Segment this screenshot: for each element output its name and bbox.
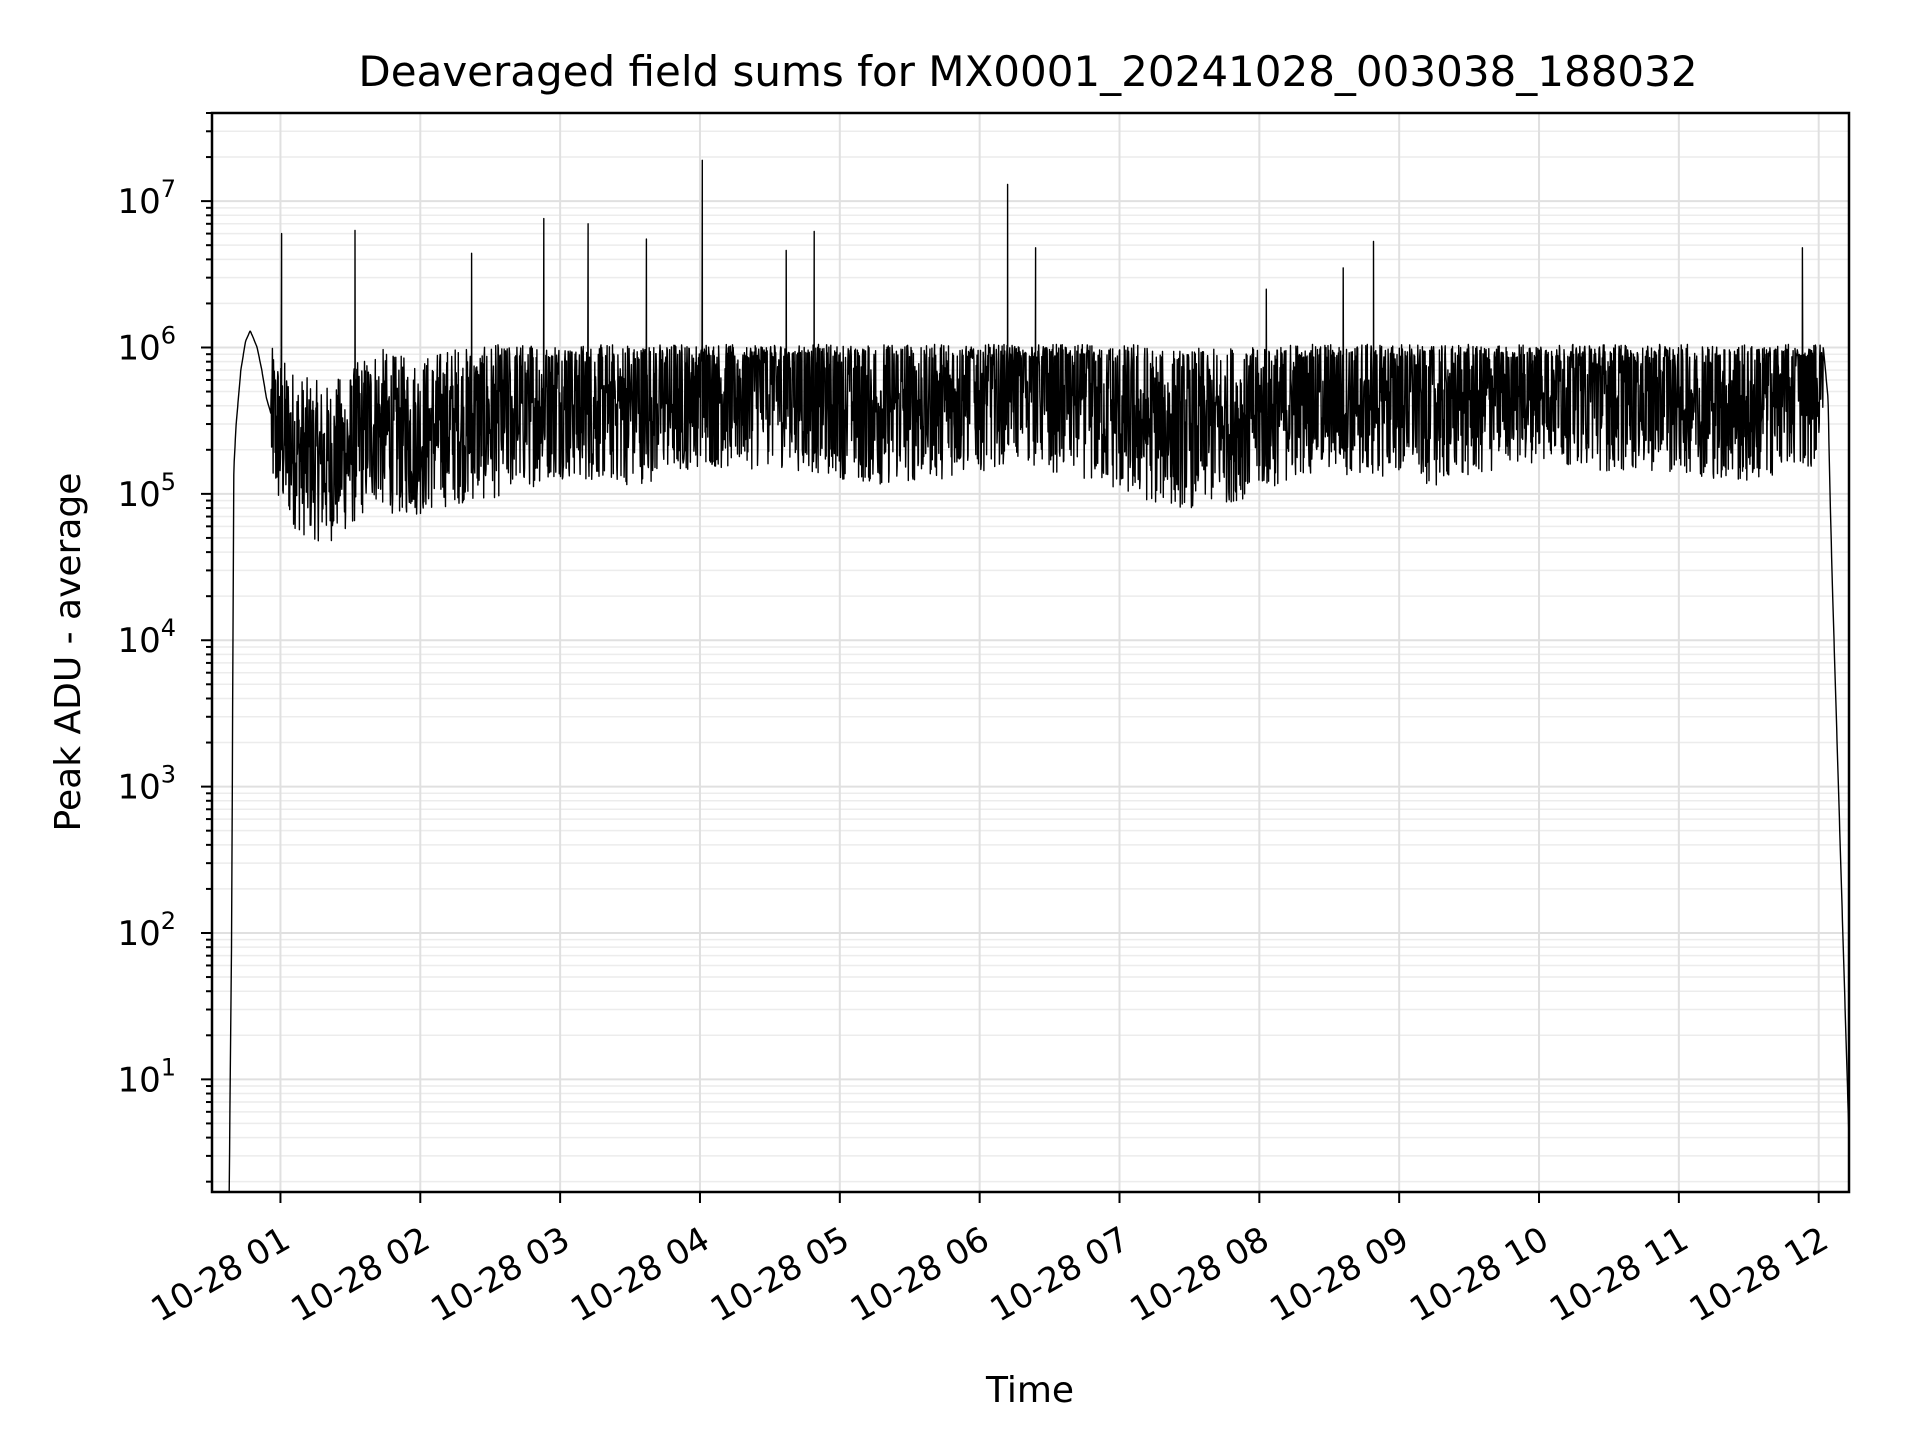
x-tick-label: 10-28 11 xyxy=(1543,1219,1695,1330)
x-tick-label: 10-28 05 xyxy=(704,1219,856,1330)
y-axis-label: Peak ADU - average xyxy=(48,473,89,832)
series-line xyxy=(228,159,1850,1193)
x-tick-label: 10-28 09 xyxy=(1263,1219,1415,1330)
y-axis: 101 102 103 104 105 106 107 xyxy=(117,112,212,1183)
y-tick-label: 101 xyxy=(117,1053,176,1100)
x-tick-label: 10-28 04 xyxy=(564,1219,716,1330)
y-tick-label: 104 xyxy=(117,614,176,661)
y-tick-label: 107 xyxy=(117,175,176,222)
grid xyxy=(212,112,1849,1192)
x-tick-label: 10-28 07 xyxy=(984,1219,1136,1330)
chart-title: Deaveraged field sums for MX0001_2024102… xyxy=(358,47,1697,96)
x-tick-label: 10-28 01 xyxy=(145,1219,297,1330)
plot-frame xyxy=(210,111,1851,1194)
x-tick-label: 10-28 06 xyxy=(844,1219,996,1330)
x-axis-label: Time xyxy=(985,1370,1074,1411)
x-tick-label: 10-28 12 xyxy=(1683,1219,1835,1330)
y-tick-label: 103 xyxy=(117,761,176,808)
x-tick-label: 10-28 10 xyxy=(1403,1219,1555,1330)
x-tick-label: 10-28 03 xyxy=(424,1219,576,1330)
y-tick-label: 102 xyxy=(117,907,176,954)
x-tick-label: 10-28 02 xyxy=(284,1219,436,1330)
y-tick-label: 105 xyxy=(117,468,176,515)
y-tick-label: 106 xyxy=(117,321,176,368)
x-tick-label: 10-28 08 xyxy=(1123,1219,1275,1330)
